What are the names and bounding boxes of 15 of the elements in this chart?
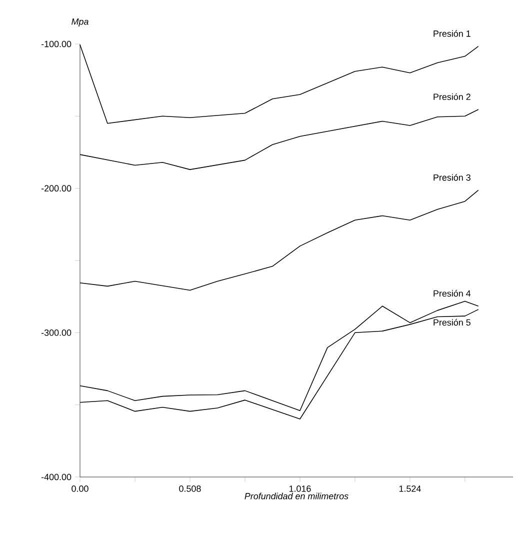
series-label: Presión 3: [434, 174, 470, 181]
series-label: Presión 4: [434, 290, 471, 297]
series-label: Presión 1: [434, 30, 470, 37]
series-label: Presión 5: [434, 318, 470, 326]
x-tick-label: 1.524: [399, 485, 421, 492]
y-tick-label: -100.00: [41, 40, 72, 48]
series-label: Presión 2: [434, 93, 470, 100]
y-axis-title: Mpa: [72, 18, 88, 27]
x-axis-title: Profundidad en milimetros: [244, 492, 348, 500]
x-tick-label: 0.00: [72, 485, 88, 492]
x-tick-label: 1.016: [289, 485, 311, 492]
y-tick-label: -200.00: [41, 185, 72, 192]
y-tick-label: -400.00: [41, 474, 72, 480]
x-tick-label: 0.508: [179, 485, 201, 492]
y-tick-label: -300.00: [41, 329, 72, 336]
